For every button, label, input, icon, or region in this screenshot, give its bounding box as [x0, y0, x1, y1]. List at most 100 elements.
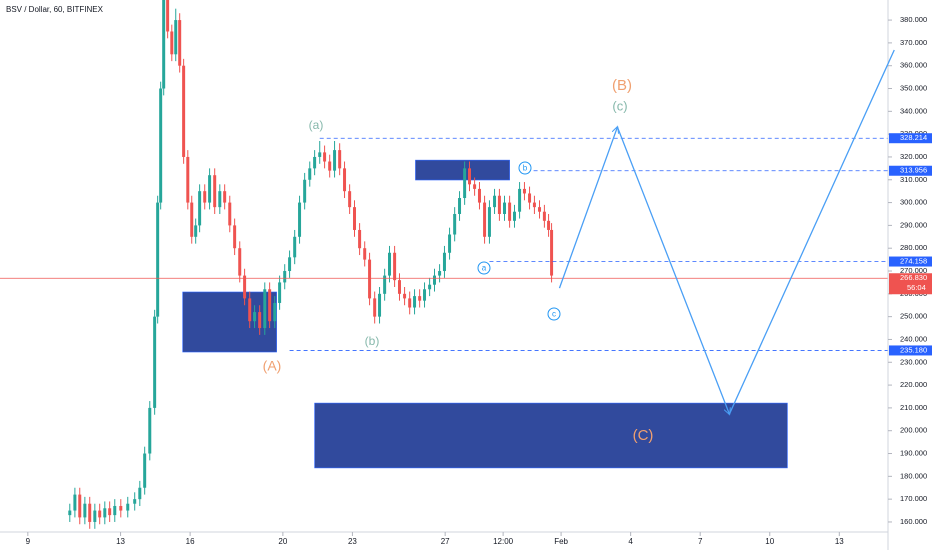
candle-body [170, 31, 174, 55]
level-label-bg [889, 345, 932, 356]
x-tick-label: 20 [278, 537, 287, 546]
level-label: 274.158 [900, 257, 927, 266]
candle-body [133, 499, 137, 504]
candle-body [103, 508, 107, 518]
wave-label: (a) [309, 118, 324, 132]
candle-body [208, 175, 212, 203]
candle-body [388, 252, 392, 276]
y-tick-label: 180.000 [900, 471, 927, 480]
candle-body [518, 188, 522, 212]
candle-body [68, 510, 72, 516]
candle-body [233, 225, 237, 249]
candle-body [368, 259, 372, 299]
candle-body [93, 510, 97, 522]
y-tick-label: 310.000 [900, 175, 927, 184]
plot-area [0, 0, 888, 529]
y-tick-label: 170.000 [900, 494, 927, 503]
candle-body [477, 188, 481, 203]
candle-body [442, 252, 446, 272]
candle-body [397, 280, 401, 294]
y-tick-label: 190.000 [900, 449, 927, 458]
candle-body [308, 168, 312, 180]
candle-body [508, 202, 512, 221]
candle-body [303, 179, 307, 203]
y-tick-label: 250.000 [900, 312, 927, 321]
wave-label: a [482, 264, 487, 273]
candle-body [119, 505, 123, 511]
candle-body [383, 275, 387, 294]
candle-body [493, 195, 497, 208]
candle-body [278, 282, 282, 303]
candle-body [153, 316, 157, 408]
candle-body [542, 211, 546, 221]
y-tick-label: 380.000 [900, 15, 927, 24]
x-tick-label: 16 [186, 537, 195, 546]
last-price-bg [889, 273, 932, 295]
candle-body [468, 168, 472, 185]
candle-body [458, 198, 462, 214]
candle-body [268, 289, 272, 322]
x-tick-label: 10 [765, 537, 774, 546]
wave-label: (B) [612, 77, 632, 94]
wave-label: c [552, 310, 556, 319]
x-tick-label: 13 [116, 537, 125, 546]
candle-body [512, 211, 516, 221]
level-label-bg [889, 165, 932, 176]
candle-body [418, 296, 422, 301]
candle-body [550, 229, 554, 276]
candle-body [273, 302, 277, 322]
candle-body [403, 293, 407, 299]
y-tick-label: 200.000 [900, 426, 927, 435]
y-tick-label: 320.000 [900, 152, 927, 161]
level-label: 313.956 [900, 166, 927, 175]
candle-body [126, 503, 130, 511]
candle-body [166, 0, 170, 32]
candle-body [223, 191, 227, 203]
candle-body [463, 168, 467, 199]
y-tick-label: 270.000 [900, 266, 927, 275]
candle-body [328, 161, 332, 171]
candle-body [423, 289, 427, 301]
wave-label: (A) [263, 358, 282, 374]
candle-body [78, 494, 82, 518]
candle-body [203, 191, 207, 203]
candle-body [73, 494, 77, 511]
level-label-bg [889, 256, 932, 267]
candle-body [547, 220, 551, 230]
candle-body [228, 202, 232, 226]
zone [415, 159, 510, 181]
candle-body [88, 503, 92, 522]
x-tick-label: 9 [26, 537, 31, 546]
candle-body [538, 207, 542, 212]
y-tick-label: 360.000 [900, 61, 927, 70]
level-label-bg [889, 133, 932, 144]
candle-body [528, 193, 532, 203]
candle-body [162, 0, 166, 89]
candle-body [363, 248, 367, 260]
y-tick-label: 300.000 [900, 198, 927, 207]
candle-body [159, 88, 163, 203]
candle-body [156, 202, 160, 317]
candle-body [194, 225, 198, 237]
candle-body [258, 312, 262, 329]
x-tick-label: 12:00 [493, 537, 514, 546]
y-tick-label: 210.000 [900, 403, 927, 412]
candle-body [448, 234, 452, 253]
candle-body [318, 152, 322, 157]
candle-body [497, 195, 501, 214]
candle-body [213, 175, 217, 208]
candle-body [283, 271, 287, 283]
y-tick-label: 280.000 [900, 243, 927, 252]
candle-body [186, 156, 190, 203]
candle-body [432, 275, 436, 285]
y-tick-label: 220.000 [900, 380, 927, 389]
y-tick-label: 340.000 [900, 106, 927, 115]
candle-body [348, 191, 352, 208]
candle-body [108, 508, 112, 516]
candle-body [98, 510, 102, 518]
candle-body [248, 298, 252, 322]
y-tick-label: 240.000 [900, 334, 927, 343]
candle-body [373, 298, 377, 317]
wave-label: (c) [612, 98, 627, 113]
